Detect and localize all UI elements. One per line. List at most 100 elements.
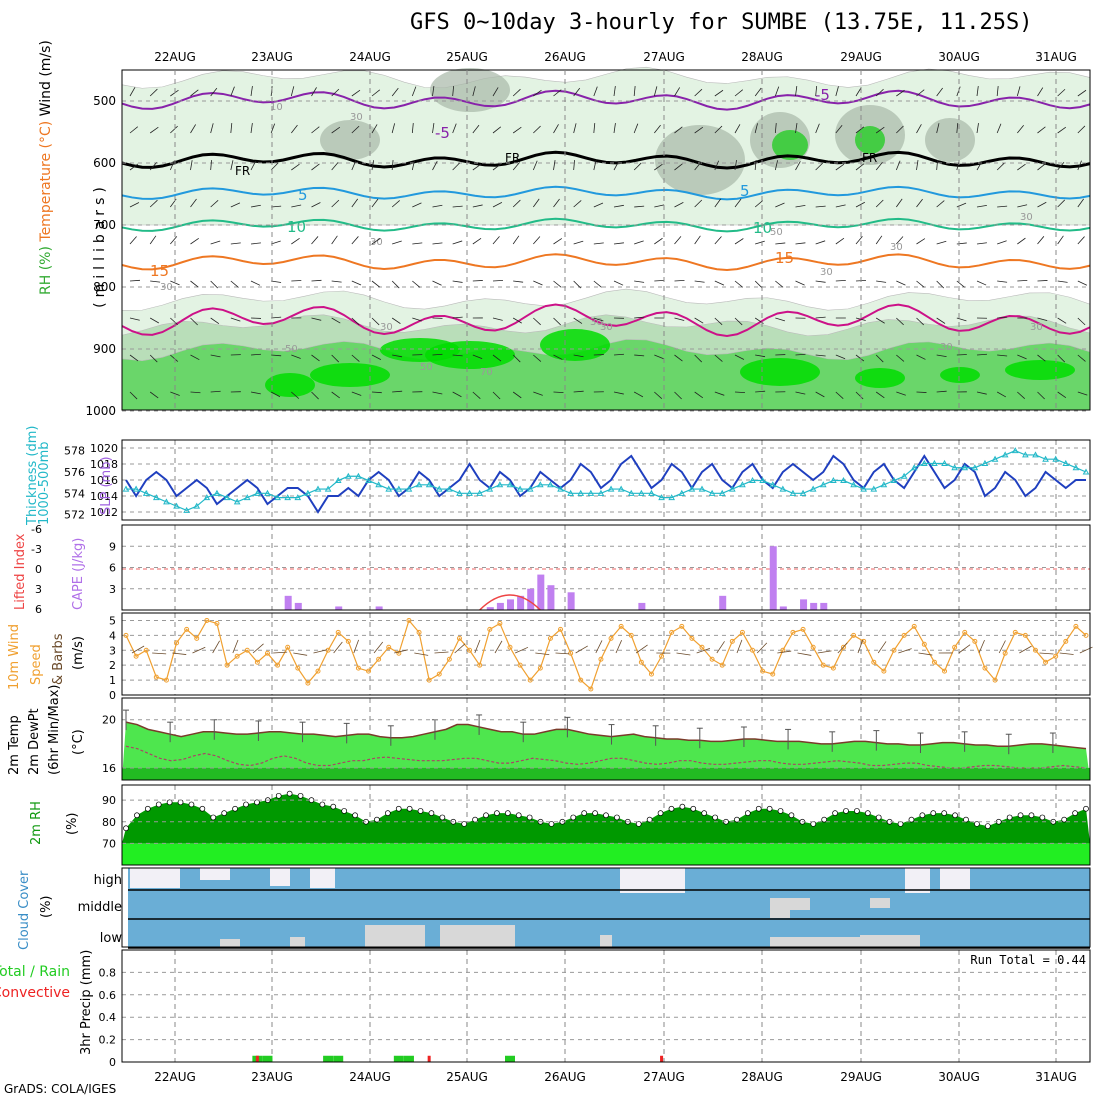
- wind-speed-marker: [800, 626, 806, 632]
- wind-barb: [512, 162, 520, 171]
- rh2m-marker: [134, 812, 140, 819]
- precip-ylabel: 3hr Precip (mm): [79, 950, 94, 1055]
- thickness-marker: [304, 489, 312, 496]
- wind-barb: [452, 240, 463, 245]
- slp-ylabel-right-text: SLP (mb): [99, 456, 114, 515]
- wind-barb: [956, 202, 967, 208]
- wind-barb: [815, 123, 820, 134]
- thickness-marker: [718, 489, 726, 496]
- wind10-barb: [595, 640, 603, 654]
- rh2m-marker: [483, 812, 489, 819]
- wind-barb: [351, 354, 360, 362]
- wind-barb: [956, 280, 965, 288]
- wind-barb: [734, 354, 745, 360]
- thickness-tick-label: 572: [64, 509, 85, 522]
- slp-tick-label: 1016: [90, 474, 118, 487]
- cape-bar: [294, 602, 302, 610]
- wind10-barb: [615, 640, 623, 654]
- wind-barb: [996, 86, 999, 97]
- wind-barb: [633, 162, 642, 171]
- wind-barb: [351, 198, 359, 208]
- wind-barb: [997, 280, 1008, 283]
- wind-barb: [835, 237, 845, 245]
- thickness-marker: [597, 489, 605, 496]
- wind10-barb: [313, 649, 328, 654]
- wind-speed-marker: [426, 677, 432, 683]
- wind-speed-line: [125, 619, 1087, 691]
- wind-barb: [755, 240, 765, 245]
- wind-speed-marker: [416, 629, 422, 635]
- temp-line: [125, 721, 1087, 750]
- wind-barb: [634, 354, 645, 357]
- wind-barb: [331, 235, 338, 245]
- thickness-marker: [678, 489, 686, 496]
- top-date-label: 27AUG: [643, 50, 685, 64]
- wind-barb: [916, 354, 926, 360]
- wind-ylabel-text: & Barbs: [51, 633, 66, 685]
- wind-barb: [997, 240, 1007, 245]
- wind-speed-marker: [527, 677, 533, 683]
- wind-speed-marker: [952, 644, 958, 650]
- wind10-barb: [877, 641, 887, 654]
- wind-barb: [835, 391, 844, 400]
- wind-speed-marker: [436, 671, 442, 677]
- thickness-marker: [1042, 455, 1049, 462]
- wind-barb: [1057, 199, 1066, 208]
- thickness-marker: [152, 494, 160, 501]
- top-date-label: 29AUG: [840, 50, 882, 64]
- wind-barb: [1057, 391, 1067, 399]
- rh2m-marker: [941, 810, 948, 816]
- wind-speed-marker: [820, 662, 826, 668]
- wind10-barb: [958, 644, 971, 654]
- rh-moist-blob: [772, 130, 808, 160]
- wind-barb: [1057, 280, 1068, 283]
- wind-barb: [271, 240, 281, 245]
- wind-speed-marker: [729, 638, 735, 644]
- wind-barb: [835, 86, 839, 97]
- wind-speed-marker: [992, 677, 998, 683]
- thickness-marker: [1011, 447, 1019, 454]
- wind-barb: [613, 353, 625, 356]
- thickness-marker: [688, 485, 696, 492]
- wind-barb: [795, 86, 798, 97]
- thickness-marker: [1052, 455, 1060, 462]
- rh-contour-label: 30: [380, 322, 393, 333]
- wind-barb: [815, 86, 818, 97]
- wind-barb: [633, 86, 636, 97]
- wind-barb: [1077, 354, 1086, 362]
- wind-barb: [291, 163, 300, 171]
- rh-contour-label: 30: [160, 282, 173, 293]
- wind-barb: [452, 205, 463, 208]
- rh2m-marker: [144, 805, 151, 812]
- wind-barb: [230, 160, 234, 171]
- wind-barb: [553, 89, 562, 97]
- precip-legend-total: Total / Rain: [0, 964, 70, 980]
- wind10-barb: [756, 642, 768, 654]
- rh2m-marker: [657, 810, 664, 816]
- wind-barb: [1037, 354, 1046, 362]
- wind-barb: [1037, 317, 1048, 321]
- thickness-marker: [365, 477, 372, 484]
- wind-barb: [976, 123, 979, 134]
- rh2m-units: (%): [65, 813, 80, 836]
- wind-barb: [754, 280, 763, 289]
- wind-ylabel: 10m Wind: [7, 624, 22, 690]
- thickness-marker: [840, 477, 847, 484]
- thickness-marker: [223, 494, 231, 501]
- wind-barb: [1037, 236, 1045, 245]
- wind-barb: [754, 160, 757, 171]
- thickness-marker: [142, 489, 150, 496]
- temp-base-band: [122, 767, 1090, 780]
- rh2m-marker: [766, 805, 773, 812]
- wind-barb: [170, 89, 179, 97]
- wind10-barb: [273, 651, 288, 654]
- cape-bar: [496, 602, 504, 610]
- pressure-tick-label: 800: [93, 280, 116, 294]
- wind-barb: [492, 126, 502, 134]
- freezing-label: FR: [505, 151, 520, 165]
- thickness-marker: [173, 502, 180, 509]
- thickness-marker: [880, 481, 888, 488]
- wind-speed-marker: [750, 647, 756, 653]
- wind-speed-marker: [143, 647, 149, 653]
- rh2m-marker: [330, 803, 337, 810]
